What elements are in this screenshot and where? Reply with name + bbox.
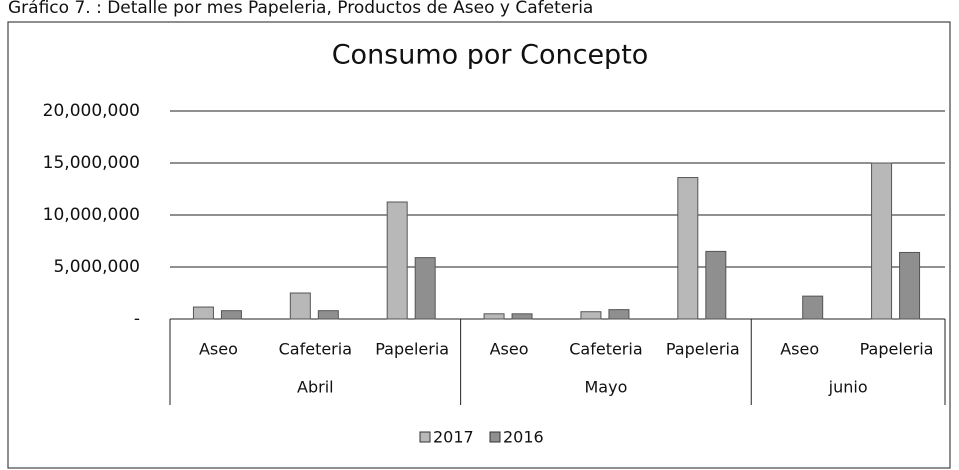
chart-title: Consumo por Concepto [332, 40, 649, 71]
legend-swatch [419, 431, 431, 443]
caption: Gráfico 7. : Detalle por mes Papeleria, … [8, 0, 593, 18]
bar [608, 309, 630, 320]
frame [7, 21, 951, 469]
group-label: Mayo [585, 378, 628, 397]
y-tick-label: 5,000,000 [53, 257, 140, 277]
x-tick-label: Papeleria [860, 340, 934, 359]
bar [511, 313, 533, 320]
x-tick-label: Aseo [780, 340, 819, 359]
legend-label: 2016 [503, 428, 544, 447]
x-tick-label: Papeleria [375, 340, 449, 359]
group-label: Abril [297, 378, 334, 397]
bar [677, 177, 699, 320]
bar [386, 201, 408, 320]
bar [483, 313, 505, 320]
bar [192, 306, 214, 320]
legend-label: 2017 [433, 428, 474, 447]
y-tick-label: - [134, 309, 140, 329]
x-tick-label: Aseo [490, 340, 529, 359]
group-label: junio [828, 378, 868, 397]
bar [871, 162, 893, 320]
x-tick-label: Papeleria [666, 340, 740, 359]
bar [899, 251, 921, 320]
y-tick-label: 20,000,000 [43, 101, 140, 121]
bar [220, 310, 242, 320]
legend-swatch [489, 431, 501, 443]
x-tick-label: Cafeteria [279, 340, 352, 359]
x-tick-label: Cafeteria [569, 340, 642, 359]
bar [289, 292, 311, 320]
bar [414, 257, 436, 320]
bar [705, 250, 727, 320]
bar [317, 310, 339, 320]
y-tick-label: 15,000,000 [43, 153, 140, 173]
bar [580, 311, 602, 320]
y-tick-label: 10,000,000 [43, 205, 140, 225]
bar [802, 295, 824, 320]
x-tick-label: Aseo [199, 340, 238, 359]
